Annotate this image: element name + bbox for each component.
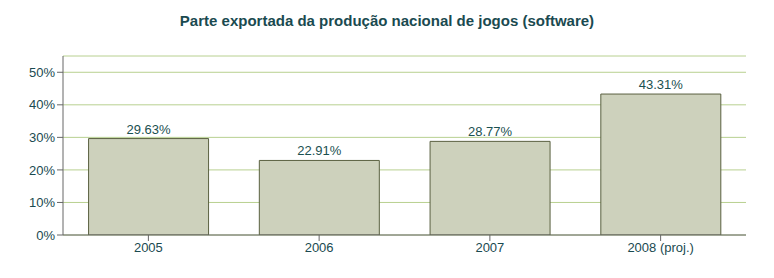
svg-text:28.77%: 28.77% <box>468 124 513 139</box>
svg-text:29.63%: 29.63% <box>127 122 172 137</box>
svg-text:30%: 30% <box>29 130 55 145</box>
svg-text:2007: 2007 <box>475 240 504 255</box>
svg-text:50%: 50% <box>29 65 55 80</box>
svg-text:10%: 10% <box>29 195 55 210</box>
svg-text:43.31%: 43.31% <box>639 77 684 92</box>
svg-text:0%: 0% <box>36 228 55 243</box>
svg-text:2005: 2005 <box>134 240 163 255</box>
svg-text:20%: 20% <box>29 163 55 178</box>
html-text:Parte exportada da produção na: Parte exportada da produção nacional de … <box>179 12 595 29</box>
svg-text:22.91%: 22.91% <box>297 143 342 158</box>
svg-text:2006: 2006 <box>305 240 334 255</box>
svg-text:40%: 40% <box>29 97 55 112</box>
svg-text:2008 (proj.): 2008 (proj.) <box>627 240 693 255</box>
